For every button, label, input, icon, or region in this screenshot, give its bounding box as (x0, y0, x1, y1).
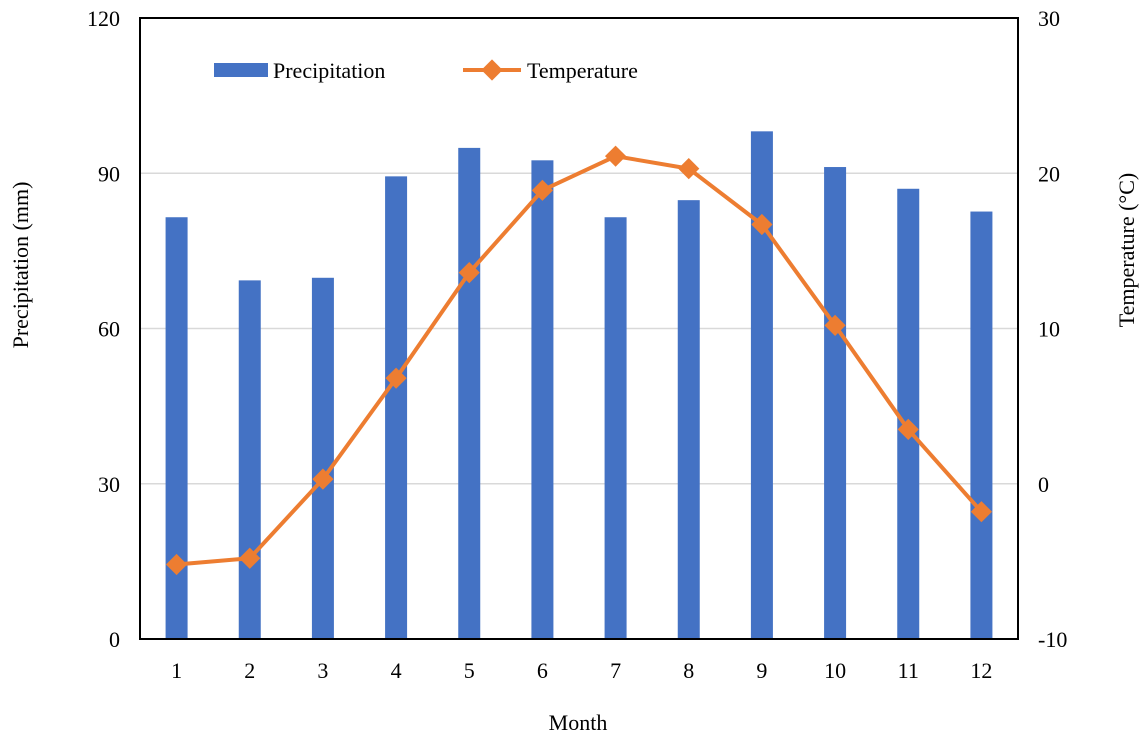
x-axis-tick-label: 1 (171, 658, 182, 683)
right-axis-tick-labels: -10 0 10 20 30 (1038, 6, 1067, 652)
x-axis-tick-label: 10 (824, 658, 846, 683)
left-axis-tick-label: 30 (98, 472, 120, 497)
temperature-marker (678, 157, 700, 180)
x-axis-tick-label: 11 (898, 658, 919, 683)
legend-temperature-label: Temperature (527, 58, 638, 83)
precipitation-bars (165, 131, 993, 640)
precipitation-bar (531, 160, 554, 639)
x-axis-label: Month (549, 710, 608, 735)
right-axis-tick-label: -10 (1038, 627, 1067, 652)
left-axis-tick-label: 90 (98, 161, 120, 186)
x-axis-tick-label: 12 (970, 658, 992, 683)
temperature-marker (970, 501, 993, 523)
x-axis-tick-label: 6 (537, 658, 548, 683)
precipitation-bar (165, 217, 188, 640)
x-axis-tick-label: 7 (610, 658, 621, 683)
precipitation-bar (824, 167, 847, 640)
temperature-line (176, 154, 983, 567)
right-axis-tick-label: 0 (1038, 472, 1049, 497)
x-axis-tick-label: 5 (464, 658, 475, 683)
right-axis-tick-label: 10 (1038, 317, 1060, 342)
precipitation-bar (238, 280, 261, 639)
legend-precipitation-swatch (214, 63, 268, 77)
temperature-marker (531, 179, 554, 201)
temperature-marker (239, 547, 261, 569)
temperature-marker (165, 553, 188, 576)
plot-area-border (139, 17, 1019, 640)
legend-temperature-marker (481, 59, 503, 81)
left-axis-tick-label: 120 (87, 6, 120, 31)
precipitation-bar (604, 217, 627, 640)
right-axis-label: Temperature (°C) (1114, 173, 1139, 327)
right-axis-tick-label: 20 (1038, 161, 1060, 186)
x-axis-tick-label: 4 (391, 658, 402, 683)
precipitation-bar (311, 277, 334, 639)
precipitation-bar (897, 188, 920, 639)
x-axis-tick-label: 2 (244, 658, 255, 683)
temperature-marker (897, 418, 919, 441)
precipitation-bar (750, 131, 773, 639)
left-axis-label: Precipitation (mm) (8, 182, 33, 349)
grid-lines (140, 172, 1018, 485)
x-axis-tick-label: 9 (756, 658, 767, 683)
left-axis-tick-labels: 0 30 60 90 120 (87, 6, 120, 652)
left-axis-tick-label: 0 (109, 627, 120, 652)
legend-precipitation-label: Precipitation (273, 58, 385, 83)
precipitation-bar (385, 176, 408, 640)
temperature-marker (751, 213, 773, 236)
precipitation-bar (458, 147, 481, 639)
x-axis-tick-label: 8 (683, 658, 694, 683)
x-axis-tick-labels: 1 2 3 4 5 6 7 8 9 10 11 12 (171, 658, 992, 683)
precipitation-bar (970, 211, 993, 640)
x-axis-tick-label: 3 (317, 658, 328, 683)
right-axis-tick-label: 30 (1038, 6, 1060, 31)
temperature-marker (604, 145, 627, 167)
temperature-line-layer (165, 145, 993, 576)
legend: Precipitation Temperature (214, 58, 638, 83)
precipitation-bar (677, 200, 700, 639)
left-axis-tick-label: 60 (98, 317, 120, 342)
temperature-marker (824, 314, 846, 337)
